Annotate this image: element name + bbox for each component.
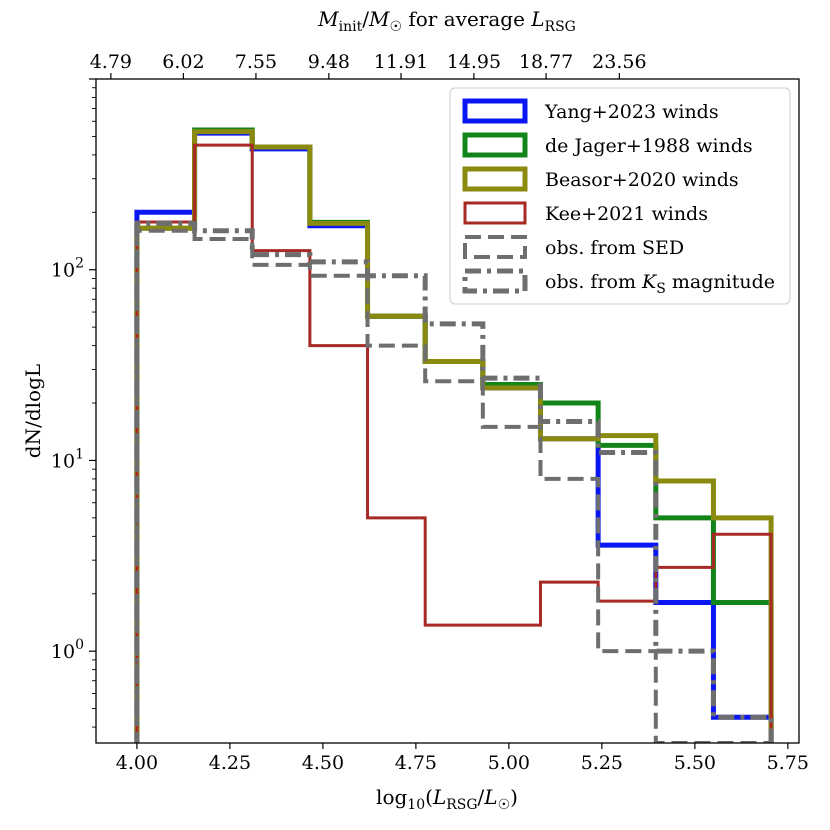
x-tick-label: 5.50 <box>674 752 716 774</box>
legend-swatch-5 <box>462 268 528 294</box>
legend-label: Kee+2021 winds <box>545 203 708 225</box>
plot-frame <box>95 78 800 744</box>
legend-label: de Jager+1988 winds <box>545 135 753 157</box>
top-axis: 4.79 6.02 7.55 9.48 11.91 14.95 18.77 23.56 <box>90 51 647 79</box>
legend-label: Yang+2023 winds <box>544 101 719 123</box>
top-tick-label: 4.79 <box>90 51 132 73</box>
y-tick-label: 101 <box>51 446 84 472</box>
series-layer <box>134 127 774 743</box>
y-axis-title: dN/dlogL <box>21 364 45 458</box>
y-tick-label: 100 <box>51 637 84 663</box>
y-tick-label: 102 <box>51 256 84 282</box>
top-tick-label: 11.91 <box>374 51 428 73</box>
legend-swatch-3 <box>463 201 527 225</box>
x-tick-label: 5.25 <box>581 752 623 774</box>
legend-swatch-1 <box>462 132 528 158</box>
legend-label: Beasor+2020 winds <box>545 169 739 191</box>
series-line-3 <box>135 143 773 743</box>
legend-swatch-2 <box>462 166 528 192</box>
top-axis-title: Minit/M☉ for average LRSG <box>317 7 576 35</box>
top-tick-label: 23.56 <box>592 51 646 73</box>
x-axis-title: log10(LRSG/L☉) <box>376 785 518 813</box>
series-line-4 <box>134 228 774 743</box>
x-tick-label: 4.25 <box>209 752 251 774</box>
legend: Yang+2023 winds de Jager+1988 winds Beas… <box>449 87 791 305</box>
x-tick-label: 4.50 <box>302 752 344 774</box>
top-tick-label: 9.48 <box>308 51 350 73</box>
x-tick-label: 4.00 <box>116 752 158 774</box>
legend-box <box>449 87 791 305</box>
top-tick-label: 18.77 <box>519 51 573 73</box>
legend-swatch-0 <box>462 98 528 124</box>
legend-swatch-4 <box>463 235 527 259</box>
bottom-axis: 4.00 4.25 4.50 4.75 5.00 5.25 5.50 5.75 <box>116 743 809 774</box>
x-tick-label: 4.75 <box>395 752 437 774</box>
top-tick-label: 6.02 <box>162 51 204 73</box>
x-tick-label: 5.75 <box>767 752 809 774</box>
series-line-5 <box>134 220 774 743</box>
top-tick-label: 14.95 <box>447 51 501 73</box>
series-line-2 <box>134 129 774 743</box>
x-tick-label: 5.00 <box>488 752 530 774</box>
legend-label: obs. from SED <box>545 237 684 259</box>
top-tick-label: 7.55 <box>235 51 277 73</box>
left-axis: 100 101 102 <box>51 78 96 728</box>
legend-label: obs. from KS magnitude <box>545 271 775 297</box>
